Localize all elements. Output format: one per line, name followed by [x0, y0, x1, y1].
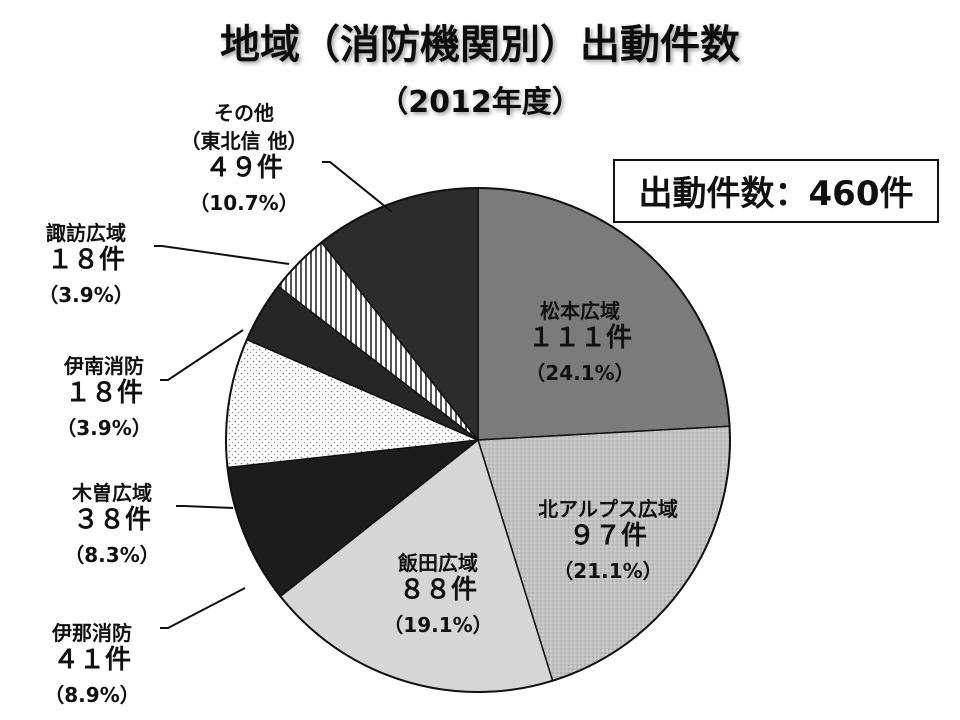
slice-label-percent-6: （3.9%）: [56, 416, 151, 440]
pie-outline: [225, 187, 731, 693]
total-count-label: 出動件数：460件: [639, 174, 914, 214]
leader-lines: [154, 161, 393, 629]
total-count-border: [613, 159, 939, 223]
slice-label-name-1: 松本広域: [540, 299, 620, 323]
slice-label-name-3: 飯田広域: [397, 551, 478, 575]
slice-label-percent-8: （10.7%）: [189, 191, 298, 215]
leader-line-5: [176, 505, 234, 509]
pie-slices: [225, 187, 731, 693]
leader-line-4: [160, 587, 246, 629]
slice-label-percent-5: （8.3%）: [64, 543, 159, 567]
slice-label-name-sub-8: （東北信 他）: [181, 129, 308, 153]
slice-label-percent-2: （21.1%）: [553, 559, 662, 583]
slice-label-percent-4: （8.9%）: [44, 683, 139, 707]
slice-label-name-8: その他: [214, 101, 274, 125]
slice-label-percent-3: （19.1%）: [383, 613, 492, 637]
slice-label-count-7: １８件: [47, 245, 125, 275]
leader-line-8: [322, 161, 393, 213]
slice-label-name-2: 北アルプス広域: [538, 497, 678, 521]
leader-line-7: [154, 245, 290, 265]
chart-subtitle: （2012年度）: [378, 85, 582, 120]
slice-label-percent-7: （3.9%）: [38, 283, 133, 307]
slice-label-count-4: ４１件: [53, 645, 131, 675]
slice-label-percent-1: （24.1%）: [525, 361, 634, 385]
slice-label-name-4: 伊那消防: [51, 621, 132, 645]
slice-label-count-2: ９７件: [569, 521, 647, 551]
total-count-box: 出動件数：460件: [613, 159, 939, 223]
slice-label-count-1: １１１件: [528, 323, 632, 353]
chart-title: 地域（消防機関別）出動件数: [220, 22, 740, 68]
slice-label-count-8: ４９件: [205, 153, 283, 183]
slice-label-count-3: ８８件: [399, 575, 477, 605]
slice-label-name-6: 伊南消防: [63, 354, 144, 378]
slice-label-name-7: 諏訪広域: [46, 221, 126, 245]
leader-line-6: [160, 329, 244, 381]
slice-label-count-5: ３８件: [73, 505, 151, 535]
slice-label-name-5: 木曽広域: [71, 481, 152, 505]
slice-label-count-6: １８件: [65, 378, 143, 408]
